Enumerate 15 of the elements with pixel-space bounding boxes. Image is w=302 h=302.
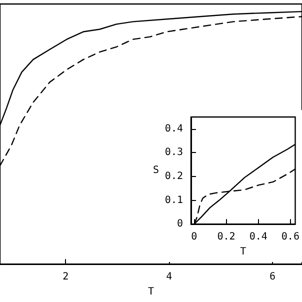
x-tick-label: 4	[166, 272, 172, 283]
y-tick-label: 0.1	[164, 194, 183, 206]
y-axis-title: S	[152, 165, 160, 176]
x-tick-label: 6	[270, 272, 276, 283]
x-tick-label: 0.4	[249, 232, 268, 243]
y-tick-label: 0.4	[164, 123, 183, 134]
x-tick-label: 0.6	[281, 232, 300, 243]
y-tick-label: 0.2	[164, 171, 183, 182]
x-tick-label: 0	[191, 232, 198, 243]
x-axis-title: T	[240, 246, 246, 258]
x-tick-label: 0.2	[217, 232, 236, 243]
y-tick-label: 0.3	[164, 147, 183, 158]
y-tick-label: 0	[176, 218, 183, 230]
x-axis-title: T	[148, 286, 154, 298]
x-tick-label: 2	[62, 272, 69, 283]
